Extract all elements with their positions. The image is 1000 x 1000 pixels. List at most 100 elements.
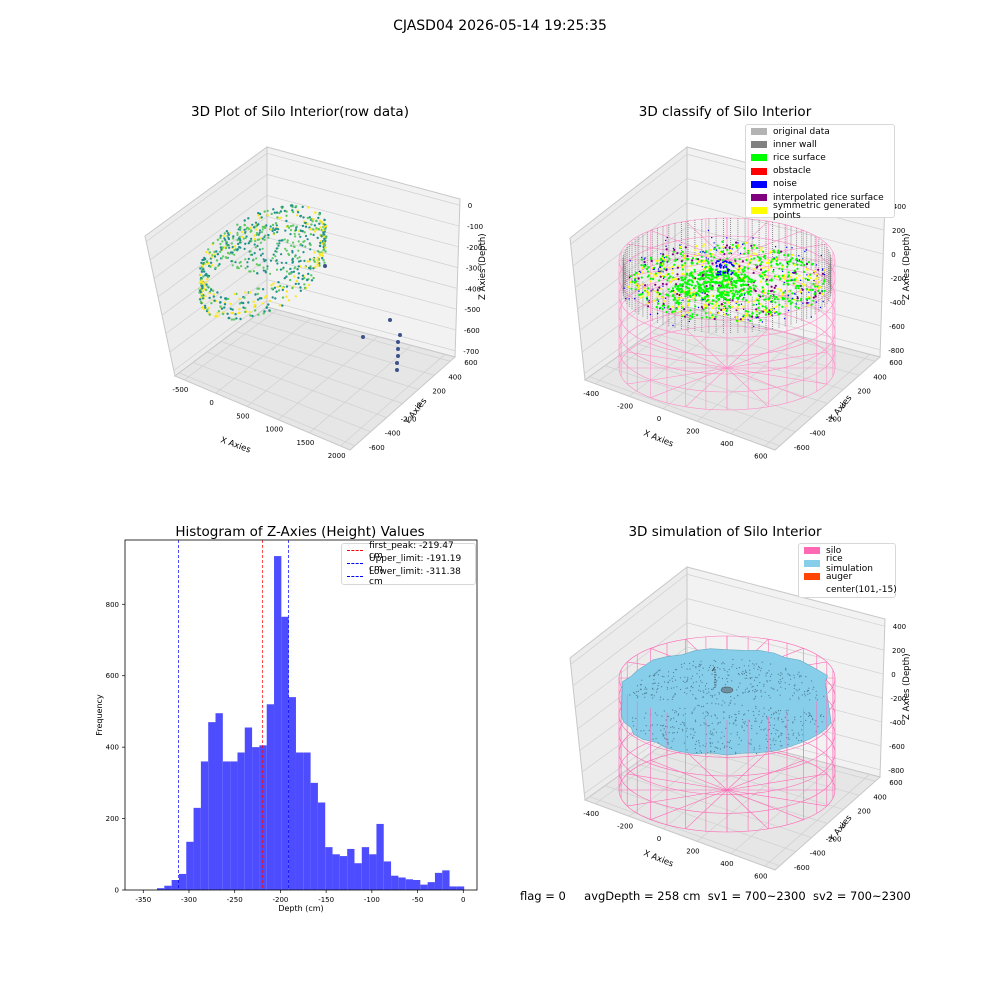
p1-point bbox=[234, 261, 237, 264]
p1-floor-pane bbox=[174, 306, 457, 451]
p4-mesh-point bbox=[770, 733, 772, 735]
p4-mesh-point bbox=[699, 665, 701, 667]
p2-surface-point bbox=[735, 300, 738, 304]
p2-noise-point bbox=[686, 314, 688, 316]
p2-surface-point bbox=[789, 258, 792, 261]
p2-surface-point bbox=[708, 277, 711, 280]
p1-zgrid-line bbox=[145, 153, 268, 242]
p1-point bbox=[223, 303, 227, 306]
p4-mesh-point bbox=[708, 666, 710, 669]
p4-mesh-point bbox=[639, 684, 642, 686]
p2-ygrid-line bbox=[666, 321, 860, 376]
p2-surface-point bbox=[684, 285, 688, 288]
p1-point bbox=[304, 265, 307, 269]
p2-surface-point bbox=[711, 294, 714, 297]
p2-surface-point bbox=[763, 271, 766, 274]
p4-mesh-point bbox=[756, 732, 758, 735]
p2-surface-point bbox=[741, 278, 744, 281]
p2-surface-point bbox=[772, 270, 775, 273]
p2-surface-point bbox=[752, 303, 755, 306]
p1-outlier-point bbox=[396, 354, 400, 358]
p2-surface-point bbox=[706, 280, 710, 283]
p2-surface-point bbox=[808, 304, 811, 307]
p2-surface-point bbox=[778, 251, 781, 254]
p2-surface-point bbox=[739, 267, 742, 270]
p2-noise-point bbox=[643, 258, 645, 260]
p2-ytick-label: -200 bbox=[826, 416, 842, 424]
p2-surface-point bbox=[754, 279, 757, 282]
p2-surface-point bbox=[641, 266, 644, 269]
p4-mesh-point bbox=[713, 659, 715, 661]
p4-mesh-point bbox=[716, 679, 718, 681]
p2-surface-point bbox=[661, 282, 664, 285]
p4-mesh-point bbox=[820, 714, 822, 716]
p1-point bbox=[264, 234, 267, 237]
p2-noise-point bbox=[773, 269, 775, 271]
p2-surface-point bbox=[671, 265, 674, 268]
p2-silo-spoke bbox=[650, 367, 728, 398]
p2-surface-point bbox=[694, 299, 697, 302]
p4-mesh-point bbox=[672, 672, 675, 674]
p4-legend-swatch bbox=[804, 547, 820, 555]
p4-xtick-label: 0 bbox=[657, 835, 661, 843]
p2-surface-point bbox=[649, 280, 652, 283]
p2-noise-point bbox=[794, 293, 796, 295]
p2-surface-point bbox=[720, 294, 723, 297]
p4-mesh-point bbox=[784, 682, 786, 684]
p2-surface-point bbox=[760, 246, 763, 250]
p2-surface-point bbox=[743, 252, 746, 255]
p1-point bbox=[239, 317, 242, 321]
p2-surface-point bbox=[750, 259, 753, 262]
p4-mesh-point bbox=[741, 718, 744, 721]
p1-point bbox=[200, 279, 203, 283]
p4-mesh-point bbox=[750, 743, 752, 745]
p4-ztick-label: -800 bbox=[888, 767, 904, 775]
p4-mesh-point bbox=[698, 689, 700, 691]
p4-mesh-point bbox=[673, 675, 675, 677]
p4-mesh-point bbox=[766, 672, 769, 674]
p1-point bbox=[271, 296, 274, 299]
p2-noise-point bbox=[722, 272, 725, 274]
p2-surface-point bbox=[736, 267, 740, 270]
p2-noise-point bbox=[822, 268, 824, 270]
p2-surface-point bbox=[711, 302, 714, 305]
p1-point bbox=[218, 263, 221, 266]
p4-mesh-point bbox=[820, 715, 822, 717]
p3-legend-label: Upper_limit: -191.19 cm bbox=[369, 553, 462, 574]
p2-surface-point bbox=[805, 262, 809, 266]
p2-surface-point bbox=[786, 275, 790, 278]
p2-legend-item: noise bbox=[746, 178, 894, 191]
p2-surface-point bbox=[784, 304, 787, 307]
p4-mesh-point bbox=[682, 680, 684, 682]
p4-mesh-point bbox=[741, 659, 743, 661]
p1-ztick-label: -700 bbox=[463, 348, 479, 356]
p1-point bbox=[310, 228, 313, 231]
p4-mesh-point bbox=[718, 676, 720, 678]
p2-ticks: -400-2000200400600-600-400-2000200400600… bbox=[583, 203, 906, 460]
p2-noise-point bbox=[804, 250, 806, 253]
p4-mesh-point bbox=[798, 739, 800, 742]
p1-point bbox=[250, 237, 253, 240]
p4-mesh-point bbox=[720, 737, 722, 739]
p2-surface-point bbox=[752, 284, 755, 287]
p2-surface-point bbox=[686, 293, 689, 297]
p2-surface-point bbox=[816, 276, 819, 279]
p2-surface-point bbox=[797, 287, 800, 290]
p2-surface-point bbox=[732, 289, 735, 292]
p4-mesh-point bbox=[809, 699, 811, 701]
p2-surface-point bbox=[743, 292, 746, 295]
p4-mesh-point bbox=[755, 705, 757, 708]
p3-xlabel: Depth (cm) bbox=[278, 904, 323, 913]
p2-surface-point bbox=[761, 271, 764, 274]
p2-noise-point bbox=[659, 308, 661, 310]
p1-ygrid-line bbox=[262, 309, 451, 362]
p4-mesh-point bbox=[722, 677, 724, 680]
p2-surface-point bbox=[781, 265, 784, 268]
p4-mesh-point bbox=[738, 667, 741, 669]
p1-point bbox=[277, 281, 280, 284]
p2-noise-point bbox=[770, 300, 772, 303]
p4-mesh-point bbox=[765, 675, 767, 677]
p1-ztick-label: -200 bbox=[466, 244, 482, 252]
p1-zgrid-line bbox=[161, 237, 268, 316]
p1-point bbox=[233, 253, 236, 256]
